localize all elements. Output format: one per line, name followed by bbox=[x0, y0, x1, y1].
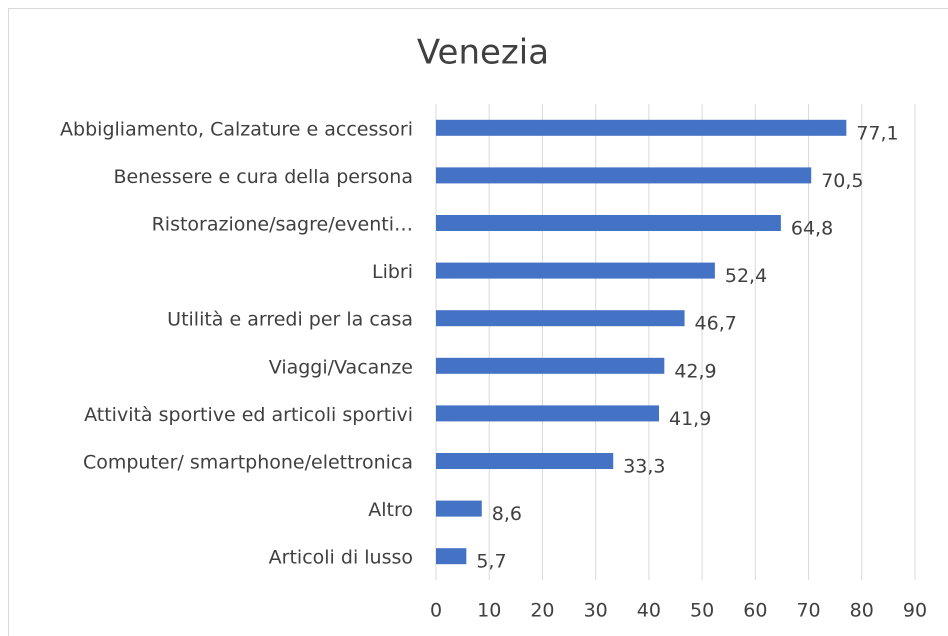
data-label: 41,9 bbox=[669, 408, 711, 430]
data-label: 42,9 bbox=[674, 360, 716, 382]
bar bbox=[436, 119, 847, 136]
y-tick-label: Benessere e cura della persona bbox=[113, 166, 413, 188]
x-tick-label: 0 bbox=[430, 600, 442, 622]
x-tick-label: 90 bbox=[903, 600, 927, 622]
y-tick-label: Ristorazione/sagre/eventi… bbox=[152, 214, 413, 236]
bar bbox=[436, 215, 781, 231]
y-tick-label: Utilità e arredi per la casa bbox=[167, 309, 413, 331]
data-label: 5,7 bbox=[476, 551, 506, 573]
y-tick-label: Articoli di lusso bbox=[269, 547, 413, 569]
y-tick-label: Attività sportive ed articoli sportivi bbox=[84, 404, 413, 426]
x-tick-label: 50 bbox=[690, 600, 714, 622]
y-tick-label: Altro bbox=[368, 499, 413, 521]
bar bbox=[436, 453, 614, 469]
bar bbox=[436, 548, 467, 565]
x-tick-label: 60 bbox=[743, 600, 767, 622]
bar bbox=[436, 310, 685, 327]
x-tick-label: 20 bbox=[530, 600, 554, 622]
data-label: 8,6 bbox=[492, 503, 522, 525]
bar bbox=[436, 405, 660, 422]
y-tick-label: Abbigliamento, Calzature e accessori bbox=[60, 118, 413, 140]
x-tick-label: 80 bbox=[850, 600, 874, 622]
data-label: 46,7 bbox=[695, 313, 737, 335]
data-label: 77,1 bbox=[856, 122, 898, 144]
data-label: 52,4 bbox=[725, 265, 767, 287]
x-tick-label: 40 bbox=[637, 600, 661, 622]
y-tick-label: Computer/ smartphone/elettronica bbox=[83, 452, 413, 474]
y-tick-label: Libri bbox=[372, 261, 413, 283]
data-label: 64,8 bbox=[791, 218, 833, 240]
data-label: 70,5 bbox=[821, 170, 863, 192]
x-tick-label: 10 bbox=[477, 600, 501, 622]
bar bbox=[436, 500, 482, 517]
y-tick-label: Viaggi/Vacanze bbox=[269, 356, 413, 378]
x-tick-label: 70 bbox=[796, 600, 820, 622]
data-label: 33,3 bbox=[623, 456, 665, 478]
bar bbox=[436, 167, 812, 184]
x-tick-label: 30 bbox=[584, 600, 608, 622]
bar bbox=[436, 262, 715, 279]
bar bbox=[436, 357, 665, 374]
chart-title: Venezia bbox=[417, 33, 549, 73]
